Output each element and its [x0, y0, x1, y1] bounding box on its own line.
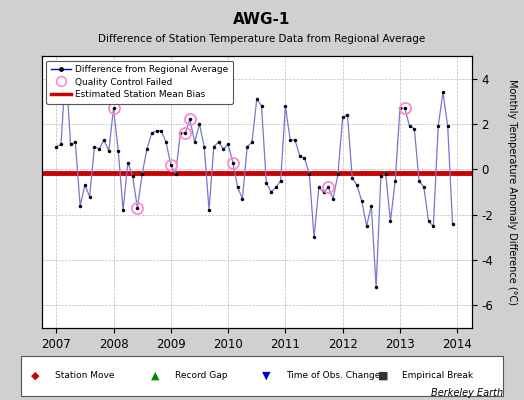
Text: Record Gap: Record Gap: [175, 372, 228, 380]
Text: Time of Obs. Change: Time of Obs. Change: [286, 372, 380, 380]
Text: ◆: ◆: [30, 371, 39, 381]
Text: ■: ■: [378, 371, 388, 381]
Text: AWG-1: AWG-1: [233, 12, 291, 27]
Text: ▲: ▲: [151, 371, 160, 381]
Y-axis label: Monthly Temperature Anomaly Difference (°C): Monthly Temperature Anomaly Difference (…: [507, 79, 517, 305]
Text: Difference of Station Temperature Data from Regional Average: Difference of Station Temperature Data f…: [99, 34, 425, 44]
FancyBboxPatch shape: [21, 356, 503, 396]
Legend: Difference from Regional Average, Quality Control Failed, Estimated Station Mean: Difference from Regional Average, Qualit…: [47, 60, 233, 104]
Text: ▼: ▼: [262, 371, 270, 381]
Text: Station Move: Station Move: [54, 372, 114, 380]
Text: Empirical Break: Empirical Break: [402, 372, 473, 380]
Text: Berkeley Earth: Berkeley Earth: [431, 388, 503, 398]
